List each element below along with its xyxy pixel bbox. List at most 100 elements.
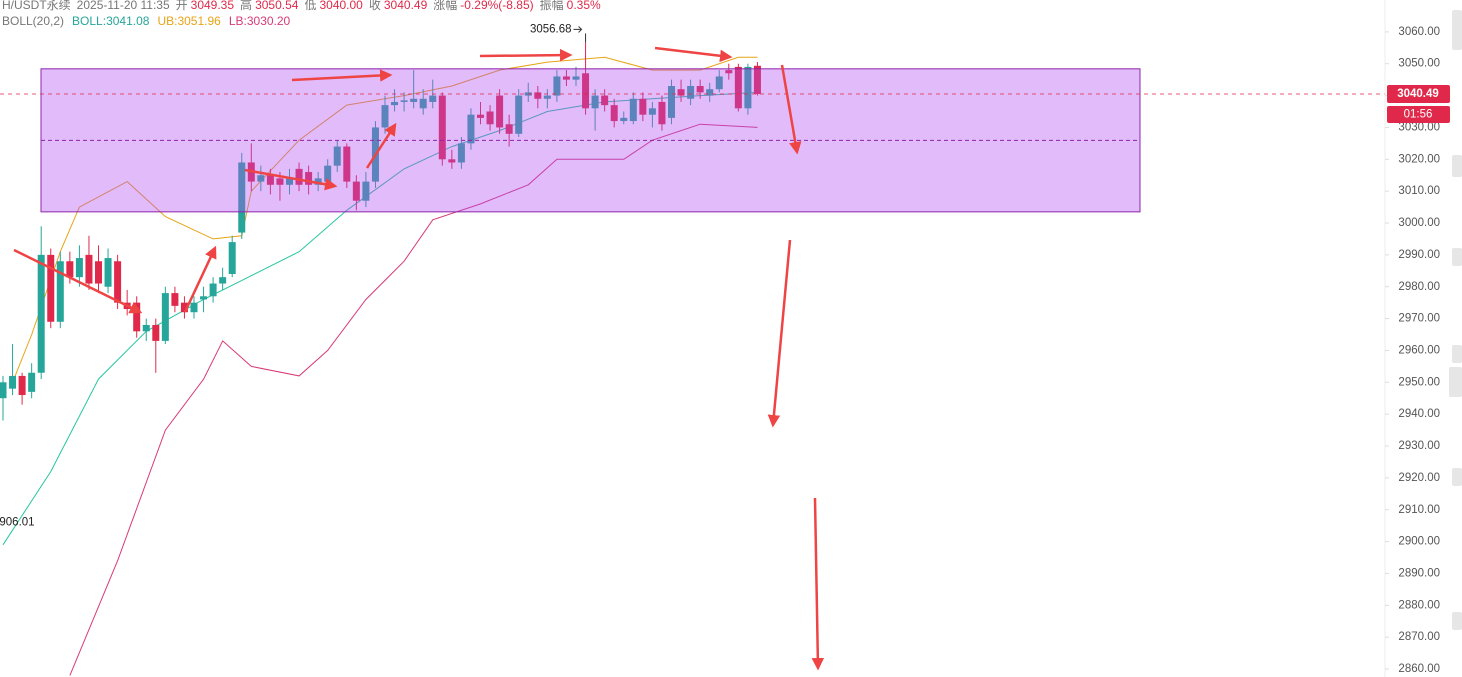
countdown-label: 01:56 [1404, 109, 1433, 121]
candle-body [18, 375, 26, 396]
boll-band [12, 56, 758, 383]
boll-band [2, 91, 758, 546]
price-axis: 3060.003050.003040.003030.003020.003010.… [1385, 26, 1450, 675]
candle-body [601, 95, 609, 106]
y-tick-label: 2960.00 [1398, 344, 1440, 356]
last-price-label: 3040.49 [1397, 88, 1439, 100]
y-tick-label: 2910.00 [1398, 504, 1440, 516]
candle-body [9, 375, 17, 389]
y-tick-label: 2870.00 [1398, 631, 1440, 643]
candle-body [562, 76, 570, 80]
y-tick-label: 2990.00 [1398, 249, 1440, 261]
candle-body [152, 324, 160, 341]
candle-body [572, 76, 580, 80]
y-tick-label: 2920.00 [1398, 472, 1440, 484]
indicator-line: BOLL(20,2) BOLL:3041.08 UB:3051.96 LB:3030.… [2, 14, 291, 28]
y-tick-label: 3000.00 [1398, 217, 1440, 229]
candle-body [200, 296, 208, 300]
candle-body [56, 261, 64, 322]
candle-body [400, 100, 408, 102]
y-tick-label: 3010.00 [1398, 185, 1440, 197]
candle-body [591, 95, 599, 109]
y-tick-label: 2900.00 [1398, 536, 1440, 548]
candle-body [448, 159, 456, 163]
candle-body [725, 70, 733, 74]
annotation-arrows [13, 46, 825, 671]
candle-body [410, 98, 418, 102]
candle-body [257, 175, 265, 182]
candle-body [362, 181, 370, 201]
candle-body [696, 86, 704, 93]
candle-body [582, 73, 590, 109]
candle-body [286, 178, 293, 185]
candle-body [219, 277, 227, 284]
candle-body [314, 178, 322, 185]
candle-body [496, 95, 504, 128]
candle-body [95, 261, 102, 284]
candle-body [610, 105, 618, 122]
candle-body [180, 302, 188, 313]
candle-body [352, 181, 360, 201]
candle-body [66, 261, 74, 278]
candle-body [343, 146, 351, 182]
y-tick-label: 2940.00 [1398, 408, 1440, 420]
candle-body [658, 101, 666, 125]
candle-body [515, 95, 523, 134]
candle-body [648, 108, 656, 115]
scroll-tabs [1449, 10, 1462, 630]
y-tick-label: 2860.00 [1398, 663, 1440, 675]
candle-body [629, 98, 637, 122]
candle-body [639, 98, 647, 115]
candle-body [734, 66, 742, 109]
high-marker-arrow [573, 26, 583, 33]
candle-body [75, 258, 83, 278]
y-tick-label: 2890.00 [1398, 567, 1440, 579]
candle-body [438, 95, 446, 160]
header-line: H/USDT永续 2025-11-20 11:35 开 3049.35 高 3050.54… [2, 0, 601, 12]
candle-body [238, 162, 246, 233]
candle-body [505, 124, 513, 134]
candle-body [47, 254, 55, 322]
y-tick-label: 2950.00 [1398, 376, 1440, 388]
candle-body [133, 302, 141, 332]
candle-body [209, 283, 217, 297]
candle-body [161, 293, 169, 341]
candle-body [677, 89, 685, 96]
y-tick-label: 2980.00 [1398, 281, 1440, 293]
candle-body [305, 172, 313, 185]
candle-body [687, 86, 695, 99]
candle-body [668, 86, 675, 118]
y-tick-label: 3030.00 [1398, 121, 1440, 133]
candle-body [553, 76, 561, 96]
high-label: 3056.68 [530, 23, 572, 35]
candle-body [706, 89, 714, 96]
candle-body [104, 258, 112, 287]
candle-body [391, 101, 399, 106]
candle-body [171, 293, 179, 306]
y-tick-label: 2880.00 [1398, 599, 1440, 611]
y-tick-label: 2930.00 [1398, 440, 1440, 452]
candle-body [467, 114, 475, 144]
candle-body [744, 66, 752, 109]
candle-body [295, 168, 303, 185]
candle-body [543, 95, 551, 99]
candle-body [419, 98, 427, 109]
y-tick-label: 3060.00 [1398, 26, 1440, 38]
candle-body [276, 178, 284, 185]
candle-body [190, 302, 198, 313]
candle-body [486, 111, 494, 125]
last-price-tag [1387, 85, 1450, 104]
candle-body [477, 114, 484, 118]
candle-body [381, 105, 389, 128]
countdown-tag [1387, 106, 1450, 124]
candle-body [114, 261, 122, 303]
candle-body [85, 254, 93, 284]
candle-body [266, 175, 274, 185]
plot-area [0, 42, 1385, 676]
candle-body [620, 117, 628, 122]
candle-body [37, 254, 45, 373]
candle-body [753, 65, 761, 95]
candle-body [534, 92, 542, 99]
boll-band [69, 123, 758, 676]
